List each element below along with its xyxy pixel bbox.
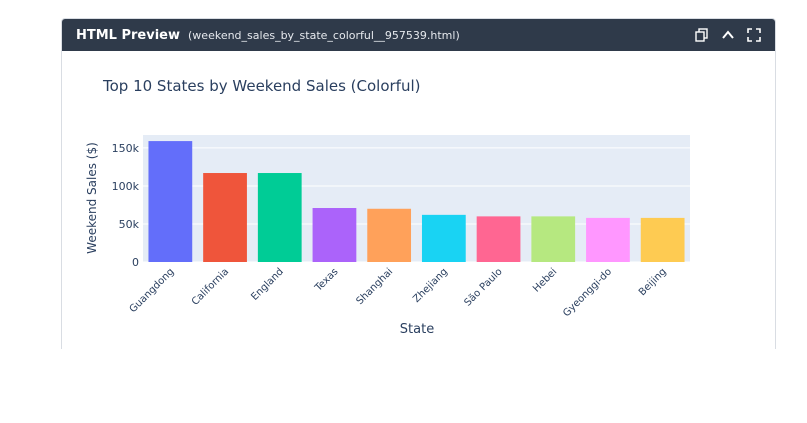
bar [640,217,685,262]
x-tick-label: Shanghai [354,266,395,307]
chart: Top 10 States by Weekend Sales (Colorful… [85,77,690,337]
y-tick-label: 100k [112,180,140,193]
x-tick-label: São Paulo [462,266,504,308]
bar [203,173,247,262]
bar [476,216,521,262]
x-tick-label: California [190,266,231,307]
x-tick-label: England [249,266,285,302]
y-tick-label: 150k [112,142,140,155]
x-axis-title: State [400,322,434,337]
fullscreen-icon[interactable] [747,28,761,42]
header-icons [695,28,761,42]
file-name: (weekend_sales_by_state_colorful__957539… [188,28,460,42]
bar [531,216,576,262]
x-tick-label: Gyeonggi-do [561,266,614,319]
bar [367,208,412,262]
y-tick-label: 50k [119,218,140,231]
x-tick-label: Hebei [531,266,559,294]
copy-icon[interactable] [695,28,709,42]
y-axis-title: Weekend Sales ($) [85,142,99,254]
y-tick-label: 0 [132,256,139,269]
bar [148,141,193,262]
panel-title: HTML Preview [76,27,181,43]
bar [586,217,630,262]
x-tick-label: Zhejiang [411,266,450,305]
x-tick-label: Guangdong [128,266,177,315]
panel-header: HTML Preview (weekend_sales_by_state_col… [62,19,775,51]
bar [421,214,466,262]
x-tick-label: Texas [313,266,341,294]
x-tick-label: Beijing [637,266,669,298]
collapse-icon[interactable] [721,28,735,42]
chart-title: Top 10 States by Weekend Sales (Colorful… [102,77,421,95]
bar [257,173,302,262]
bar [312,208,357,262]
